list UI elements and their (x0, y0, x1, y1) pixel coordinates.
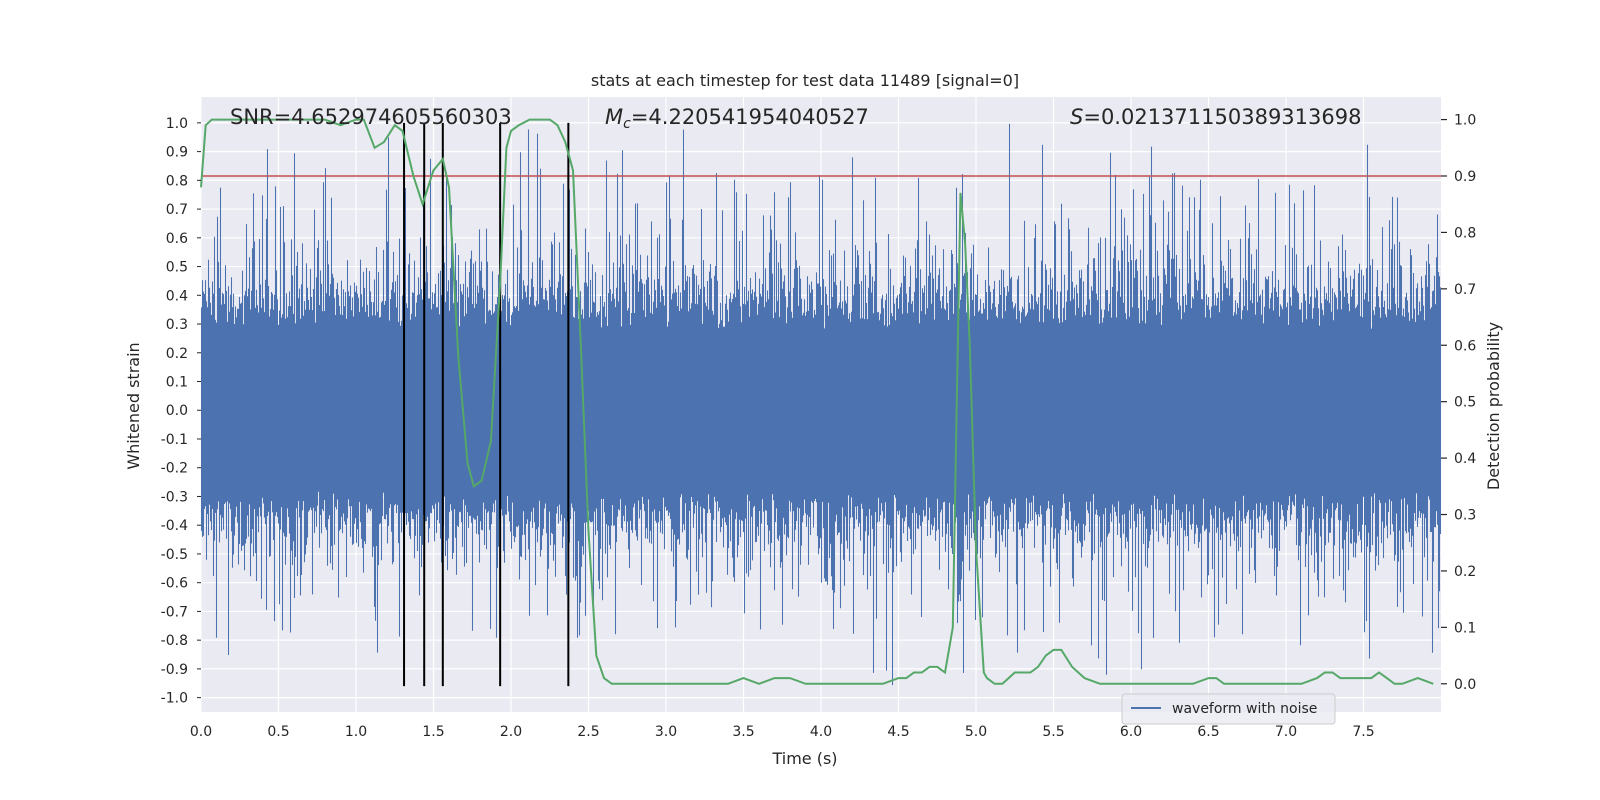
y-tick-label-0: 1.0 (166, 116, 188, 132)
x-tick-label-14: 7.0 (1275, 724, 1297, 740)
y-tick-label-16: -0.6 (161, 576, 188, 592)
s-value: =0.021371150389313698 (1083, 105, 1361, 129)
event-markers (403, 122, 570, 687)
x-tick-label-13: 6.5 (1197, 724, 1219, 740)
x-tick-label-0: 0.0 (190, 724, 212, 740)
y-tick-label-8: 0.2 (166, 346, 188, 362)
y-tick-label-13: -0.3 (161, 489, 188, 505)
s-symbol: S (1070, 105, 1083, 129)
y-right-axis-ticks: 1.0 0.9 0.8 0.7 0.6 0.5 0.4 0.3 0.2 0.1 0.0 (1441, 113, 1476, 693)
x-tick-label-4: 2.0 (500, 724, 522, 740)
y-right-axis-label: Detection probability (1484, 322, 1503, 490)
waveform-line (200, 123, 1442, 686)
legend: waveform with noise (1121, 693, 1336, 725)
x-tick-label-7: 3.5 (732, 724, 754, 740)
x-axis-ticks: 0.0 0.5 1.0 1.5 2.0 2.5 3.0 3.5 4.0 4.5 5.0 5.5 6.0 6… (190, 724, 1375, 740)
x-tick-label-12: 6.0 (1120, 724, 1142, 740)
chart-title: stats at each timestep for test data 114… (591, 71, 1019, 90)
y-tick-label-15: -0.5 (161, 547, 188, 563)
y-tick-label-20: -1.0 (161, 691, 188, 707)
y-tick-label-19: -0.9 (161, 662, 188, 678)
y-tick-label-1: 0.9 (166, 145, 188, 161)
y-tick-label-5: 0.5 (166, 260, 188, 276)
y-right-tick-label-5: 0.5 (1454, 395, 1476, 411)
x-tick-label-8: 4.0 (810, 724, 832, 740)
y-tick-label-2: 0.8 (166, 173, 188, 189)
y-right-tick-label-2: 0.8 (1454, 225, 1476, 241)
mc-symbol: M (605, 105, 623, 129)
y-right-tick-label-10: 0.0 (1454, 677, 1476, 693)
x-tick-label-1: 0.5 (267, 724, 289, 740)
x-tick-label-11: 5.5 (1042, 724, 1064, 740)
y-right-tick-label-8: 0.2 (1454, 564, 1476, 580)
x-tick-label-9: 4.5 (887, 724, 909, 740)
mc-value: =4.220541954040527 (631, 105, 869, 129)
y-right-tick-label-6: 0.4 (1454, 451, 1476, 467)
probability-layer (200, 118, 1434, 685)
legend-box (1121, 693, 1336, 725)
y-right-tick-label-1: 0.9 (1454, 169, 1476, 185)
x-tick-label-15: 7.5 (1352, 724, 1374, 740)
snr-annotation: SNR=4.652974605560303 (230, 105, 512, 129)
y-tick-label-12: -0.2 (161, 461, 188, 477)
probability-line (200, 118, 1434, 685)
y-axis-ticks: 1.0 0.9 0.8 0.7 0.6 0.5 0.4 0.3 0.2 0.1 0.0 -0.1 -0.… (161, 116, 201, 707)
x-axis-label: Time (s) (771, 749, 837, 768)
y-right-tick-label-7: 0.3 (1454, 508, 1476, 524)
x-tick-label-6: 3.0 (655, 724, 677, 740)
y-right-tick-label-9: 0.1 (1454, 620, 1476, 636)
x-tick-label-5: 2.5 (577, 724, 599, 740)
y-right-tick-label-0: 1.0 (1454, 113, 1476, 129)
mc-annotation: Mc=4.220541954040527 (605, 105, 869, 132)
y-tick-label-4: 0.6 (166, 231, 188, 247)
y-tick-label-9: 0.1 (166, 375, 188, 391)
y-tick-label-17: -0.7 (161, 604, 188, 620)
legend-label-waveform: waveform with noise (1172, 701, 1317, 717)
y-tick-label-7: 0.3 (166, 317, 188, 333)
y-tick-label-14: -0.4 (161, 518, 188, 534)
x-tick-label-3: 1.5 (422, 724, 444, 740)
y-tick-label-3: 0.7 (166, 202, 188, 218)
y-tick-label-18: -0.8 (161, 633, 188, 649)
waveform-series (200, 123, 1442, 686)
y-tick-label-11: -0.1 (161, 432, 188, 448)
y-right-tick-label-4: 0.6 (1454, 338, 1476, 354)
x-tick-label-2: 1.0 (345, 724, 367, 740)
x-tick-label-10: 5.0 (965, 724, 987, 740)
mc-subscript: c (623, 116, 631, 132)
s-annotation: S=0.021371150389313698 (1070, 105, 1361, 129)
y-tick-label-10: 0.0 (166, 403, 188, 419)
y-tick-label-6: 0.4 (166, 288, 188, 304)
y-axis-label: Whitened strain (124, 342, 143, 469)
y-right-tick-label-3: 0.7 (1454, 282, 1476, 298)
